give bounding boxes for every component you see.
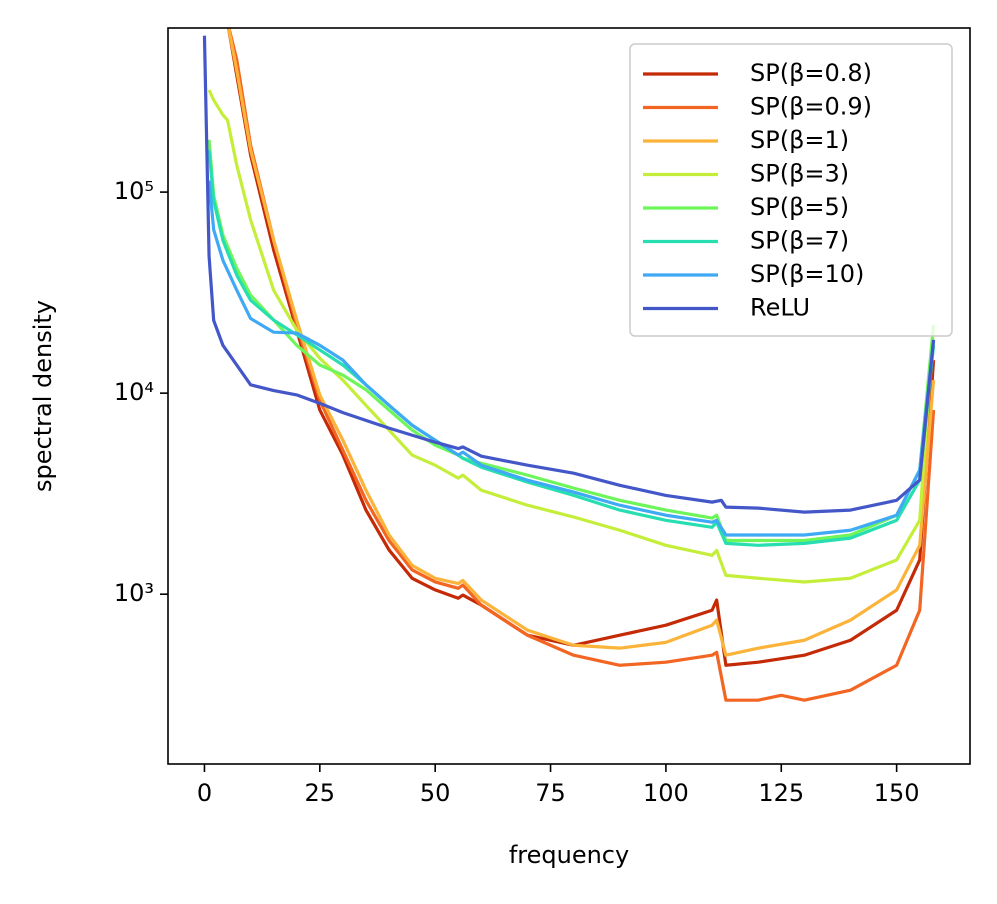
y-tick-label: 10⁴ (114, 378, 154, 406)
series-line (207, 149, 936, 547)
legend-label: SP(β=0.9) (750, 93, 872, 121)
plot-lines (202, 28, 936, 702)
x-axis-label: frequency (509, 841, 629, 869)
x-tick-label: 25 (305, 779, 336, 807)
series-line (207, 89, 936, 584)
x-tick-label: 100 (643, 779, 689, 807)
legend-label: SP(β=5) (750, 193, 849, 221)
legend-label: SP(β=1) (750, 126, 849, 154)
legend-box (629, 43, 953, 337)
legend-label: ReLU (750, 294, 810, 322)
x-tick-label: 0 (197, 779, 212, 807)
x-tick-label: 50 (420, 779, 451, 807)
series-line (227, 28, 936, 657)
plot-frame (167, 27, 971, 765)
legend-label: SP(β=7) (750, 227, 849, 255)
legend-label: SP(β=10) (750, 260, 864, 288)
y-tick-label: 10³ (114, 579, 154, 607)
x-tick-label: 150 (874, 779, 920, 807)
legend-label: SP(β=3) (750, 160, 849, 188)
y-axis-label: spectral density (29, 300, 57, 492)
series-line (202, 35, 936, 514)
y-tick-label: 10⁵ (114, 177, 154, 205)
legend-label: SP(β=0.8) (750, 59, 872, 87)
x-tick-label: 75 (535, 779, 566, 807)
series-line (207, 180, 936, 537)
x-tick-label: 125 (758, 779, 804, 807)
